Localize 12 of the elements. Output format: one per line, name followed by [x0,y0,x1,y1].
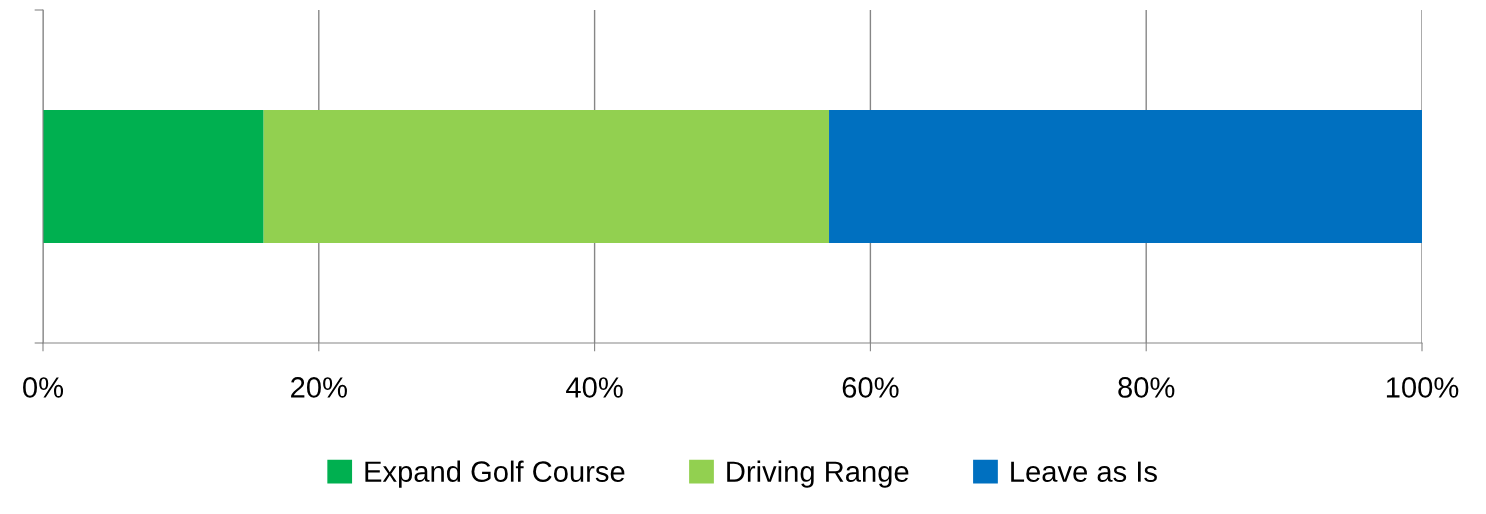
legend-label: Expand Golf Course [365,460,625,488]
bar [829,109,1422,244]
x-tick-label: 80% [1118,377,1175,398]
x-tick-label: 20% [291,377,347,398]
legend-label: Leave as Is [1011,461,1157,482]
bar [43,109,264,244]
x-tick-label: 40% [566,377,623,398]
legend-label: Driving Range [727,460,909,488]
x-tick-label: 100% [1386,377,1459,398]
x-tick-label: 60% [842,377,899,398]
x-tick-label: 0% [23,377,64,398]
bar [263,109,830,244]
